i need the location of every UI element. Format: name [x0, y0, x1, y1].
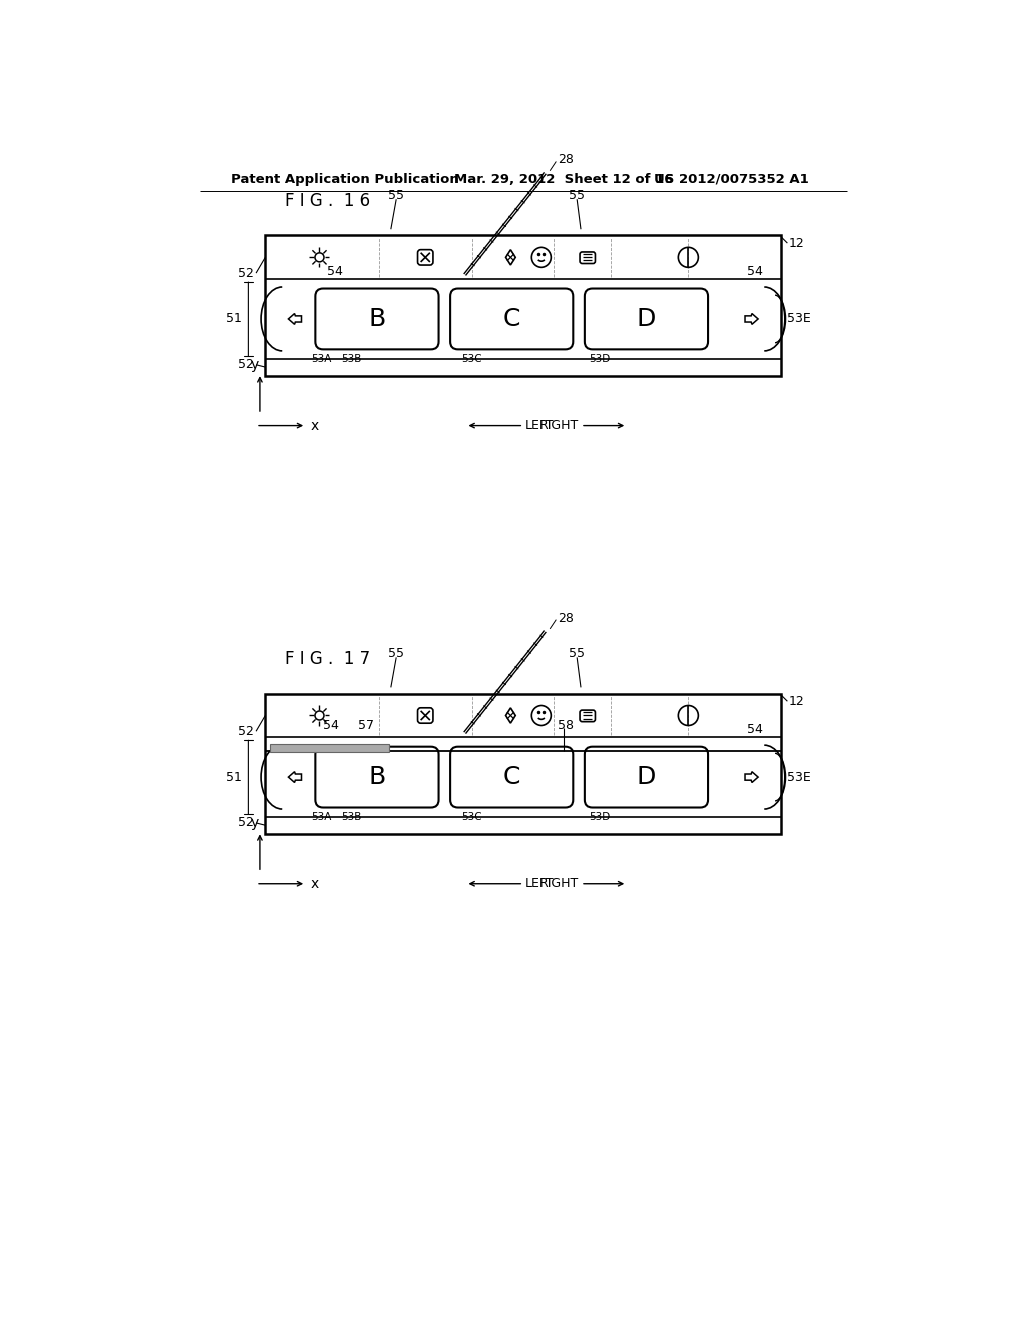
Text: RIGHT: RIGHT [541, 878, 580, 890]
Text: LEFT: LEFT [524, 418, 554, 432]
Text: 53D: 53D [589, 354, 610, 363]
Text: 53C: 53C [462, 354, 482, 363]
FancyBboxPatch shape [315, 747, 438, 808]
Text: 54: 54 [746, 723, 763, 737]
Text: Patent Application Publication: Patent Application Publication [230, 173, 459, 186]
FancyBboxPatch shape [585, 289, 708, 350]
Text: x: x [310, 418, 319, 433]
Text: 54: 54 [323, 719, 339, 733]
Text: B: B [369, 766, 386, 789]
Text: 53E: 53E [786, 771, 810, 784]
FancyBboxPatch shape [451, 289, 573, 350]
Text: C: C [503, 308, 520, 331]
Text: Mar. 29, 2012  Sheet 12 of 16: Mar. 29, 2012 Sheet 12 of 16 [454, 173, 674, 186]
Text: 57: 57 [357, 719, 374, 733]
FancyBboxPatch shape [585, 747, 708, 808]
Text: 51: 51 [226, 313, 243, 326]
Text: D: D [637, 766, 656, 789]
Bar [270, 744, 388, 752]
Text: y: y [251, 816, 259, 830]
Text: 12: 12 [788, 236, 805, 249]
Text: C: C [503, 766, 520, 789]
Text: 28: 28 [558, 611, 573, 624]
FancyBboxPatch shape [418, 249, 433, 265]
Text: 52: 52 [238, 358, 254, 371]
FancyBboxPatch shape [580, 710, 595, 722]
Text: 12: 12 [788, 694, 805, 708]
Text: US 2012/0075352 A1: US 2012/0075352 A1 [654, 173, 809, 186]
FancyBboxPatch shape [315, 289, 438, 350]
Text: F I G .  1 7: F I G . 1 7 [285, 649, 370, 668]
Text: 53E: 53E [786, 313, 810, 326]
Text: 53D: 53D [589, 812, 610, 822]
Text: 28: 28 [558, 153, 573, 166]
Text: 55: 55 [569, 647, 585, 660]
FancyBboxPatch shape [451, 747, 573, 808]
Text: 53B: 53B [341, 354, 361, 363]
FancyBboxPatch shape [418, 708, 433, 723]
Text: F I G .  1 6: F I G . 1 6 [285, 191, 370, 210]
Text: 55: 55 [388, 189, 404, 202]
Text: 58: 58 [558, 719, 573, 733]
Text: 55: 55 [388, 647, 404, 660]
Text: 52: 52 [238, 725, 254, 738]
Bar [265, 235, 781, 376]
FancyBboxPatch shape [580, 252, 595, 264]
Text: 53A: 53A [311, 812, 332, 822]
Text: 52: 52 [238, 267, 254, 280]
Text: y: y [251, 358, 259, 372]
Text: 55: 55 [569, 189, 585, 202]
Text: 53B: 53B [341, 812, 361, 822]
Text: LEFT: LEFT [524, 878, 554, 890]
Text: 52: 52 [238, 816, 254, 829]
Text: RIGHT: RIGHT [541, 418, 580, 432]
Bar [265, 693, 781, 834]
Text: B: B [369, 308, 386, 331]
Text: 54: 54 [746, 265, 763, 279]
Text: D: D [637, 308, 656, 331]
Text: 54: 54 [327, 265, 343, 279]
Text: 53C: 53C [462, 812, 482, 822]
Text: x: x [310, 876, 319, 891]
Text: 51: 51 [226, 771, 243, 784]
Text: 53A: 53A [311, 354, 332, 363]
